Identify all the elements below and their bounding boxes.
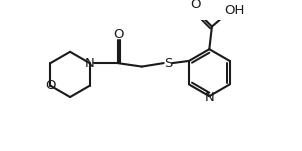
Text: OH: OH [224,4,245,17]
Text: O: O [45,79,56,92]
Text: O: O [190,0,201,11]
Text: O: O [113,28,124,41]
Text: N: N [85,57,95,70]
Text: S: S [164,57,172,70]
Text: N: N [204,91,214,104]
